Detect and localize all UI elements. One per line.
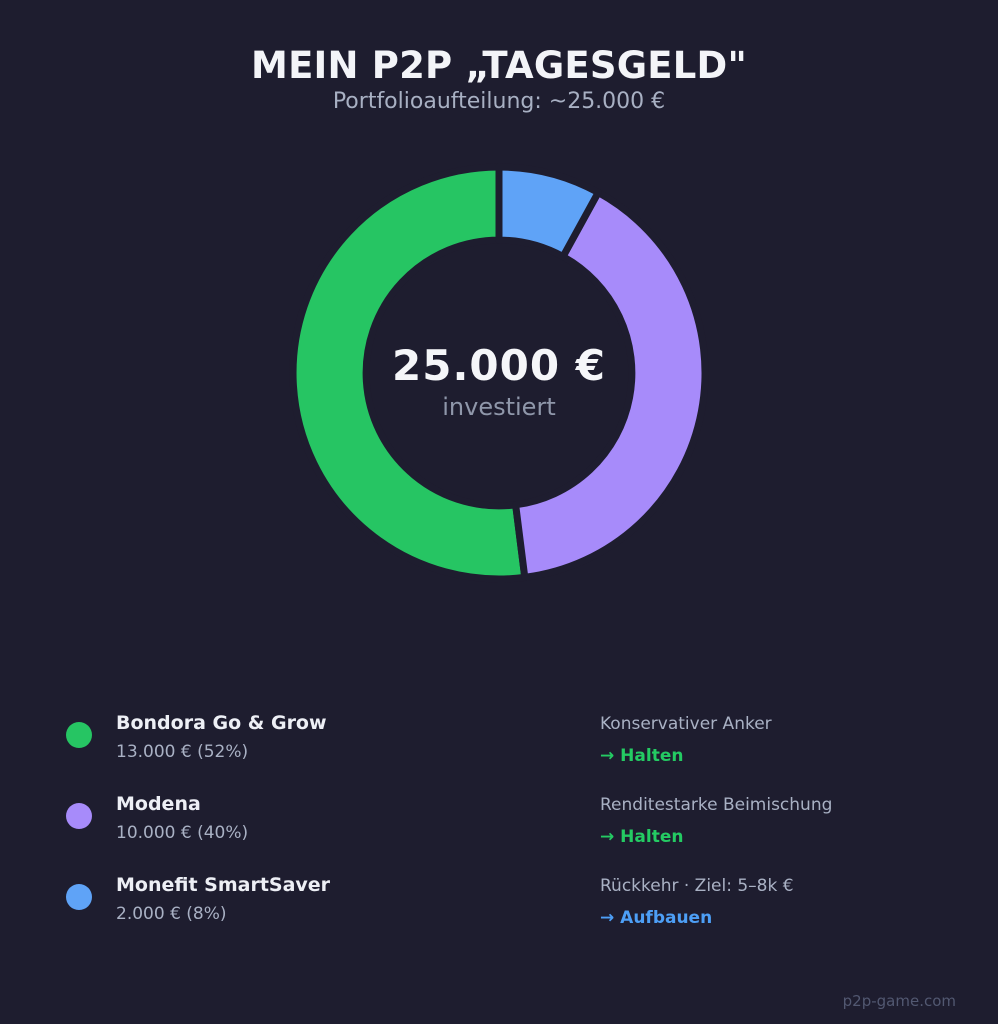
legend-dot-purple	[66, 802, 92, 829]
platform-note: Renditestarke Beimischung	[600, 794, 833, 815]
donut-chart: 25.000 € investiert	[279, 153, 719, 593]
legend-name-col: Modena 10.000 € (40%)	[116, 792, 600, 843]
legend-dot-col	[66, 873, 116, 910]
legend-dot-blue	[66, 883, 92, 910]
page-subtitle: Portfolioaufteilung: ~25.000 €	[332, 89, 666, 114]
legend-name-col: Monefit SmartSaver 2.000 € (8%)	[116, 873, 600, 924]
platform-name: Modena	[116, 792, 201, 815]
legend-row-monefit: Monefit SmartSaver 2.000 € (8%) Rückkehr…	[66, 873, 954, 928]
donut-slice-modena	[512, 188, 709, 581]
platform-note: Konservativer Anker	[600, 714, 772, 734]
legend: Bondora Go & Grow 13.000 € (52%) Konserv…	[66, 711, 954, 928]
platform-amount: 13.000 € (52%)	[116, 741, 249, 762]
legend-dot-col	[66, 792, 116, 829]
watermark: p2p-game.com	[842, 992, 956, 1010]
legend-dot-col	[66, 711, 116, 748]
legend-note-col: Rückkehr · Ziel: 5–8k € → Aufbauen	[600, 873, 954, 928]
platform-amount: 2.000 € (8%)	[116, 903, 227, 924]
platform-name: Monefit SmartSaver	[116, 873, 331, 896]
platform-note: Rückkehr · Ziel: 5–8k €	[600, 875, 794, 896]
legend-row-bondora: Bondora Go & Grow 13.000 € (52%) Konserv…	[66, 711, 954, 766]
platform-action: → Halten	[600, 745, 684, 766]
donut-svg	[289, 163, 709, 583]
platform-action: → Aufbauen	[600, 907, 713, 928]
donut-slice-bondora-go-grow	[289, 163, 529, 583]
platform-action: → Halten	[600, 826, 684, 847]
legend-name-col: Bondora Go & Grow 13.000 € (52%)	[116, 711, 600, 762]
legend-note-col: Konservativer Anker → Halten	[600, 711, 954, 766]
legend-dot-green	[66, 722, 92, 748]
legend-row-modena: Modena 10.000 € (40%) Renditestarke Beim…	[66, 792, 954, 847]
page-title: MEIN P2P „TAGESGELD"	[251, 44, 747, 87]
donut-slice-monefit-smartsaver	[495, 163, 602, 261]
platform-name: Bondora Go & Grow	[116, 712, 327, 734]
legend-note-col: Renditestarke Beimischung → Halten	[600, 792, 954, 847]
platform-amount: 10.000 € (40%)	[116, 822, 249, 843]
